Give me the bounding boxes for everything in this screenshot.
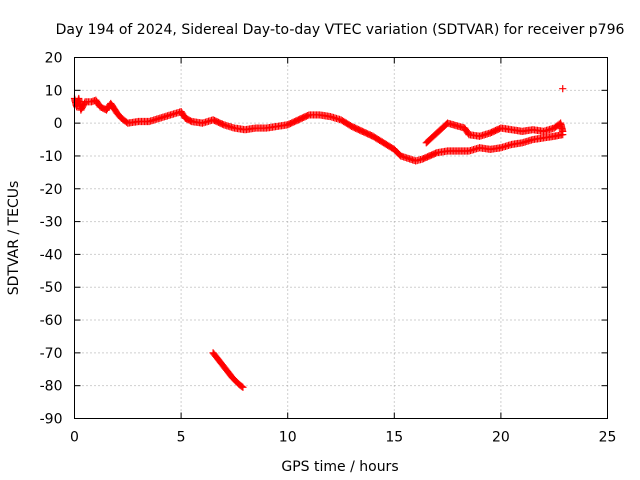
upper-arcs-marker: [491, 126, 500, 135]
main-track-marker: [210, 116, 219, 125]
main-track-marker: [302, 112, 310, 120]
x-tick-labels: 0 5 10 15 20 25: [70, 430, 616, 446]
low-segment-marker: [238, 382, 246, 391]
main-track-marker: [352, 124, 360, 132]
main-track-marker: [365, 130, 373, 139]
upper-arcs-marker: [490, 127, 498, 135]
y-tick-label: 20: [45, 51, 63, 67]
y-tick-label: -60: [40, 313, 63, 329]
y-tick-label: -40: [40, 247, 63, 263]
y-tick-label: -90: [40, 412, 63, 428]
x-tick-label: 5: [177, 430, 186, 446]
y-tick-label: -10: [40, 149, 63, 165]
main-track-marker: [284, 121, 292, 129]
main-track-marker: [361, 128, 369, 137]
main-track-marker: [286, 119, 294, 128]
main-track-marker: [366, 131, 374, 139]
x-tick-label: 10: [279, 430, 297, 446]
y-tick-label: 10: [45, 83, 63, 99]
main-track-marker: [364, 130, 372, 138]
main-track-marker: [218, 120, 227, 128]
upper-arcs-marker: [489, 128, 497, 136]
data-points: [70, 85, 567, 391]
y-tick-label: -70: [40, 346, 63, 362]
main-track-marker: [356, 126, 364, 134]
main-track-marker: [362, 129, 370, 137]
main-track-marker: [348, 122, 356, 131]
main-track-marker: [294, 116, 302, 124]
main-track-marker: [293, 116, 301, 125]
upper-arcs-marker: [486, 129, 494, 137]
y-tick-label: -30: [40, 215, 63, 231]
main-track-marker: [214, 118, 223, 126]
y-axis-label: SDTVAR / TECUs: [6, 181, 22, 296]
y-tick-labels: 20 10 0 -10 -20 -30 -40 -50 -60 -70 -80 -90: [40, 51, 63, 428]
main-track-marker: [290, 118, 298, 126]
main-track-marker: [217, 119, 225, 128]
main-track-marker: [354, 125, 362, 134]
x-tick-label: 15: [385, 430, 403, 446]
main-track-marker: [350, 124, 358, 132]
plot-frame: [74, 57, 608, 419]
main-track-marker: [213, 118, 221, 126]
main-track-marker: [349, 123, 357, 131]
main-track-marker: [298, 114, 306, 122]
y-tick-label: -80: [40, 379, 63, 395]
x-tick-label: 0: [70, 430, 79, 446]
tick-marks: [74, 57, 608, 419]
main-track-marker: [296, 115, 304, 123]
outlier-marker: [559, 85, 567, 93]
upper-arcs-marker: [487, 128, 496, 136]
x-axis-label: GPS time / hours: [281, 459, 398, 475]
main-track-marker: [212, 117, 220, 125]
upper-arcs-marker: [493, 126, 501, 134]
upper-arcs-marker: [494, 125, 502, 133]
main-track-marker: [360, 128, 368, 136]
y-tick-label: -50: [40, 280, 63, 296]
low-segment-marker: [239, 383, 247, 391]
main-track-marker: [292, 117, 300, 125]
main-track-marker: [300, 113, 308, 121]
y-tick-label: -20: [40, 182, 63, 198]
x-tick-label: 25: [599, 430, 617, 446]
x-tick-label: 20: [492, 430, 510, 446]
main-track-marker: [297, 115, 305, 123]
upper-arcs-marker: [559, 127, 567, 135]
main-track-marker: [288, 119, 296, 127]
main-track-marker: [289, 118, 297, 126]
main-track-marker: [357, 127, 365, 135]
main-track-marker: [304, 111, 312, 120]
grid-lines: [74, 57, 608, 419]
main-track-marker: [358, 127, 366, 135]
main-track-marker: [216, 119, 224, 127]
main-track-marker: [285, 120, 293, 128]
main-track-marker: [186, 117, 195, 125]
main-track-marker: [209, 116, 217, 124]
main-track-marker: [353, 125, 361, 133]
chart-title: Day 194 of 2024, Sidereal Day-to-day VTE…: [56, 22, 625, 38]
y-tick-label: 0: [54, 116, 63, 132]
main-track-marker: [301, 113, 309, 121]
